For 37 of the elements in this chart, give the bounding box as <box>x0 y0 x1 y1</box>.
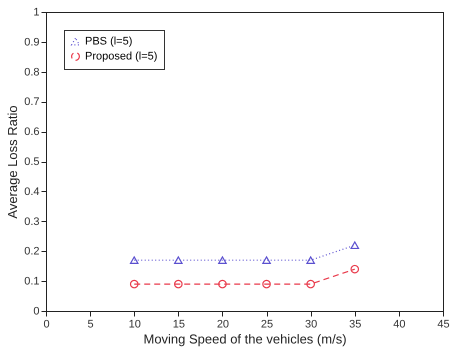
x-tick-label: 0 <box>43 318 50 330</box>
x-tick-label: 45 <box>437 318 450 330</box>
point <box>218 280 227 288</box>
point <box>350 264 360 274</box>
x-tick-label: 15 <box>172 318 185 330</box>
x-tick-label: 25 <box>260 318 274 330</box>
point <box>306 280 315 288</box>
y-tick-label: 0.7 <box>24 96 40 108</box>
y-tick-label: 0.8 <box>24 66 40 78</box>
point <box>306 256 315 264</box>
point <box>130 280 139 288</box>
y-tick-label: 0.2 <box>24 246 40 258</box>
legend-label: Proposed (l=5) <box>85 50 158 62</box>
y-axis-title: Average Loss Ratio <box>5 105 20 219</box>
y-tick-label: 0.6 <box>24 126 40 138</box>
point <box>130 256 139 264</box>
point <box>350 241 360 250</box>
y-tick-label: 0.1 <box>24 276 40 288</box>
y-tick-label: 0.9 <box>24 36 40 48</box>
x-tick-label: 10 <box>128 318 141 330</box>
x-tick-label: 20 <box>216 318 230 330</box>
y-tick-label: 0 <box>33 306 40 318</box>
x-tick-label: 40 <box>393 318 406 330</box>
point <box>262 256 271 264</box>
y-tick-label: 0.5 <box>24 156 40 168</box>
y-tick-label: 1 <box>33 6 40 18</box>
y-tick-label: 0.4 <box>24 186 40 198</box>
legend-label: PBS (l=5) <box>85 36 132 48</box>
x-tick-label: 30 <box>305 318 318 330</box>
point <box>174 280 183 288</box>
point <box>218 256 227 264</box>
y-tick-label: 0.3 <box>24 216 40 228</box>
x-tick-label: 5 <box>88 318 94 330</box>
x-tick-label: 35 <box>349 318 362 330</box>
point <box>262 280 271 288</box>
point <box>174 256 183 264</box>
x-axis-title: Moving Speed of the vehicles (m/s) <box>143 332 347 346</box>
